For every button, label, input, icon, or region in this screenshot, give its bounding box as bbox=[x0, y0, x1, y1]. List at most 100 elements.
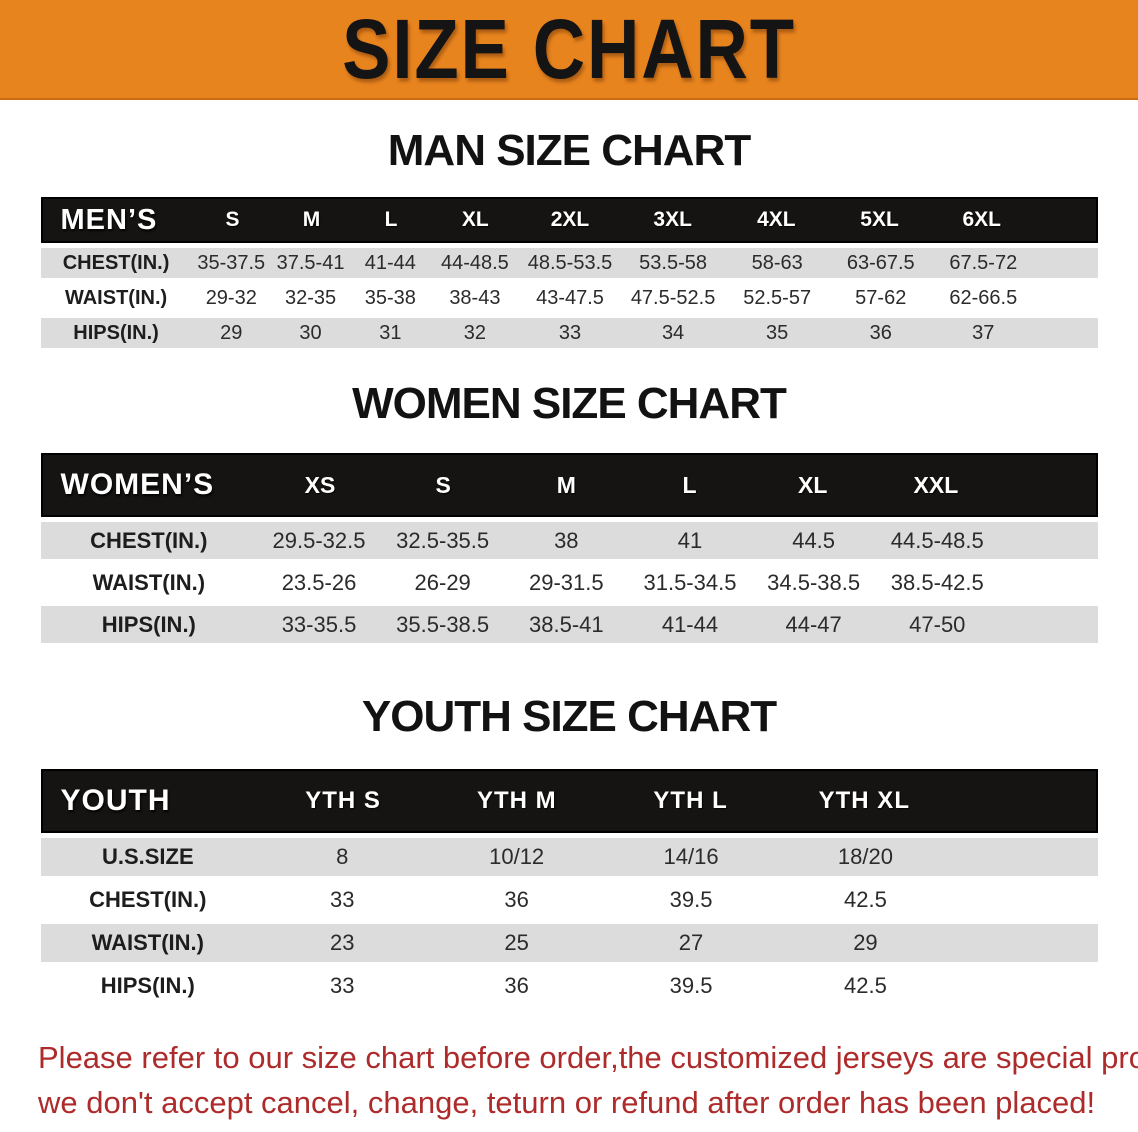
measurement-label-cell: CHEST(IN.) bbox=[62, 251, 170, 274]
size-value-cell: 42.5 bbox=[844, 887, 887, 912]
size-value-cell: 67.5-72 bbox=[949, 251, 1018, 274]
size-value-cell: 37.5-41 bbox=[276, 251, 345, 274]
size-value-cell: 48.5-53.5 bbox=[527, 251, 613, 274]
size-value-cell: 39.5 bbox=[669, 887, 713, 912]
size-column-header: XXL bbox=[913, 471, 959, 498]
size-value-cell: 29-31.5 bbox=[529, 569, 604, 595]
size-value-cell: 18/20 bbox=[837, 844, 893, 869]
size-value-cell: 35.5-38.5 bbox=[396, 611, 490, 637]
size-value-cell: 47.5-52.5 bbox=[630, 286, 716, 309]
size-value-cell: 44-48.5 bbox=[440, 251, 509, 274]
size-column-header: S bbox=[225, 208, 240, 231]
size-column-header: L bbox=[384, 208, 398, 231]
size-value-cell: 33 bbox=[558, 321, 582, 344]
size-value-cell: 33 bbox=[330, 973, 355, 998]
size-charts: MAN SIZE CHART MEN’S S M L XL 2XL 3XL 4XL 5XL 6XL… bbox=[0, 128, 1138, 1005]
size-column-header: L bbox=[682, 471, 697, 498]
size-value-cell: 63-67.5 bbox=[846, 251, 915, 274]
size-value-cell: 52.5-57 bbox=[743, 286, 812, 309]
size-column-header: XL bbox=[798, 471, 828, 498]
size-value-cell: 44.5-48.5 bbox=[890, 527, 984, 553]
disclaimer-line-2: we don't accept cancel, change, teturn o… bbox=[38, 1085, 1096, 1120]
size-table-header-row: MEN’S S M L XL 2XL 3XL 4XL 5XL 6XL bbox=[40, 197, 1098, 243]
women-section-heading: WOMEN SIZE CHART bbox=[352, 379, 787, 428]
measurement-label-cell: WAIST(IN.) bbox=[91, 930, 204, 955]
youth-section-heading: YOUTH SIZE CHART bbox=[361, 692, 777, 741]
measurement-label-cell: CHEST(IN.) bbox=[90, 527, 208, 553]
size-column-header: YTH L bbox=[653, 787, 728, 814]
size-value-cell: 10/12 bbox=[489, 844, 545, 869]
size-value-cell: 33 bbox=[330, 887, 355, 912]
size-value-cell: 14/16 bbox=[663, 844, 719, 869]
size-table-row: CHEST(IN.) 35-37.5 37.5-41 41-44 44-48.5 48.5… bbox=[40, 248, 1098, 278]
size-table-row: U.S.SIZE 8 10/12 14/16 18/20 bbox=[40, 838, 1098, 876]
disclaimer-line-1: Please refer to our size chart before or… bbox=[38, 1040, 1138, 1075]
size-column-header: 6XL bbox=[962, 208, 1001, 231]
table-title-cell: WOMEN’S bbox=[60, 468, 215, 501]
size-column-header: 5XL bbox=[860, 208, 899, 231]
size-value-cell: 47-50 bbox=[909, 611, 966, 637]
measurement-label-cell: WAIST(IN.) bbox=[64, 286, 168, 309]
size-table-row: CHEST(IN.) 33 36 39.5 42.5 bbox=[40, 881, 1098, 919]
size-value-cell: 26-29 bbox=[414, 569, 471, 595]
size-table-header-row: WOMEN’S XS S M L XL XXL bbox=[40, 453, 1098, 517]
size-value-cell: 27 bbox=[678, 930, 704, 955]
size-value-cell: 29-32 bbox=[205, 286, 257, 309]
size-column-header: XL bbox=[461, 208, 489, 231]
size-column-header: 2XL bbox=[550, 208, 590, 231]
size-table-row: HIPS(IN.) 29 30 31 32 33 34 35 36 37 bbox=[40, 318, 1098, 348]
measurement-label-cell: CHEST(IN.) bbox=[89, 887, 207, 912]
measurement-label-cell: HIPS(IN.) bbox=[101, 611, 196, 637]
size-value-cell: 35 bbox=[766, 321, 789, 344]
size-value-cell: 23.5-26 bbox=[281, 569, 357, 595]
size-value-cell: 34 bbox=[661, 321, 685, 344]
size-value-cell: 62-66.5 bbox=[949, 286, 1018, 309]
size-value-cell: 44.5 bbox=[792, 527, 836, 553]
size-table-header-row: YOUTH YTH S YTH M YTH L YTH XL bbox=[40, 769, 1098, 833]
size-column-header: XS bbox=[304, 471, 336, 498]
size-value-cell: 8 bbox=[336, 844, 349, 869]
size-column-header: YTH S bbox=[305, 787, 381, 814]
size-value-cell: 37 bbox=[972, 321, 995, 344]
women-size-table: WOMEN’S XS S M L XL XXL CHEST(IN.) 29.5-32.5 32.5… bbox=[40, 453, 1098, 643]
size-value-cell: 29.5-32.5 bbox=[272, 527, 366, 553]
size-value-cell: 32-35 bbox=[284, 286, 337, 309]
size-value-cell: 38-43 bbox=[449, 286, 501, 309]
size-value-cell: 31 bbox=[379, 321, 402, 344]
size-value-cell: 58-63 bbox=[751, 251, 803, 274]
table-title-cell: YOUTH bbox=[60, 784, 171, 817]
size-table-row: HIPS(IN.) 33 36 39.5 42.5 bbox=[40, 967, 1098, 1005]
size-table-row: CHEST(IN.) 29.5-32.5 32.5-35.5 38 41 44.5 44.5… bbox=[40, 522, 1098, 559]
size-value-cell: 38.5-42.5 bbox=[890, 569, 984, 595]
measurement-label-cell: HIPS(IN.) bbox=[73, 321, 159, 344]
youth-size-table: YOUTH YTH S YTH M YTH L YTH XL U.S.SIZE 8 10/12… bbox=[40, 769, 1098, 1005]
measurement-label-cell: WAIST(IN.) bbox=[92, 569, 206, 595]
size-value-cell: 34.5-38.5 bbox=[767, 569, 861, 595]
size-value-cell: 35-37.5 bbox=[197, 251, 266, 274]
table-title-cell: MEN’S bbox=[60, 203, 158, 236]
women-section: WOMEN SIZE CHART WOMEN’S XS S M L XL XXL CHEST(… bbox=[0, 381, 1138, 643]
men-size-table: MEN’S S M L XL 2XL 3XL 4XL 5XL 6XL CHEST(IN.) 35-37… bbox=[40, 197, 1098, 348]
banner: SIZE CHART bbox=[0, 0, 1138, 100]
size-value-cell: 33-35.5 bbox=[281, 611, 357, 637]
measurement-label-cell: HIPS(IN.) bbox=[100, 973, 195, 998]
size-value-cell: 32 bbox=[463, 321, 487, 344]
size-table-row: WAIST(IN.) 23 25 27 29 bbox=[40, 924, 1098, 962]
size-table-row: HIPS(IN.) 33-35.5 35.5-38.5 38.5-41 41-44 44-… bbox=[40, 606, 1098, 643]
size-value-cell: 39.5 bbox=[669, 973, 713, 998]
size-value-cell: 36 bbox=[504, 973, 529, 998]
size-value-cell: 41-44 bbox=[364, 251, 416, 274]
size-column-header: 4XL bbox=[757, 208, 796, 231]
size-value-cell: 29 bbox=[853, 930, 878, 955]
size-value-cell: 35-38 bbox=[364, 286, 416, 309]
size-value-cell: 41 bbox=[677, 527, 703, 553]
size-column-header: YTH XL bbox=[818, 787, 910, 814]
size-column-header: M bbox=[302, 208, 321, 231]
size-value-cell: 44-47 bbox=[785, 611, 842, 637]
men-section-heading: MAN SIZE CHART bbox=[387, 126, 751, 175]
size-value-cell: 53.5-58 bbox=[639, 251, 707, 274]
size-value-cell: 42.5 bbox=[844, 973, 887, 998]
size-column-header: 3XL bbox=[653, 208, 692, 231]
size-value-cell: 41-44 bbox=[661, 611, 719, 637]
footer-disclaimer: Please refer to our size chart before or… bbox=[0, 1035, 1138, 1125]
